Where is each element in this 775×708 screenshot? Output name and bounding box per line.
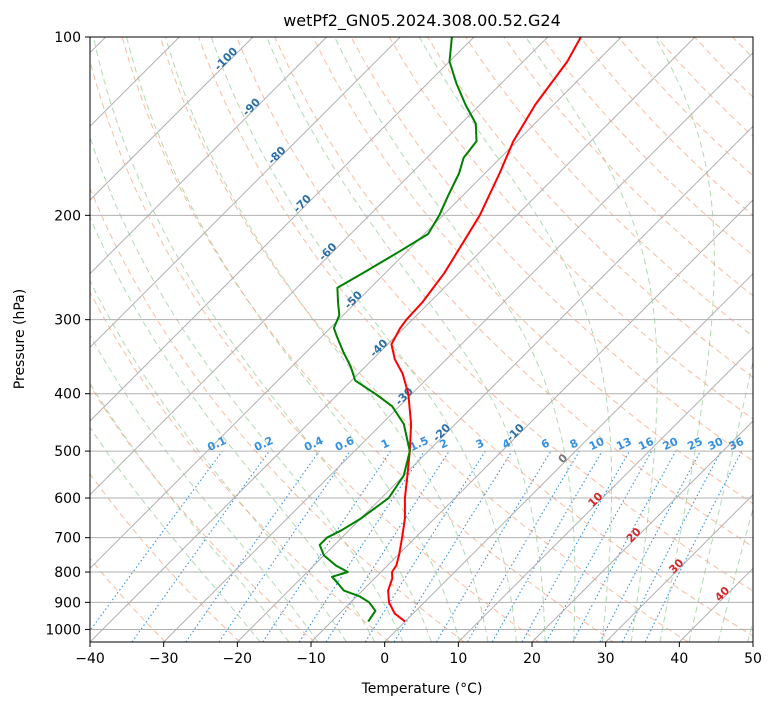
moist-adiabat-line bbox=[90, 135, 404, 642]
dry-adiabat-line bbox=[350, 37, 753, 462]
mixing-ratio-line bbox=[644, 450, 743, 642]
dry-adiabat-line bbox=[236, 37, 753, 592]
isotherm-line bbox=[90, 37, 622, 570]
y-tick-label: 800 bbox=[54, 565, 81, 581]
dry-adiabat-line bbox=[426, 37, 753, 378]
dry-adiabat-line bbox=[159, 37, 689, 642]
mixing-ratio-line bbox=[90, 450, 223, 632]
isotherm-line bbox=[605, 493, 753, 642]
dry-adiabat-line bbox=[90, 59, 540, 642]
chart-title: wetPf2_GN05.2024.308.00.52.G24 bbox=[283, 11, 561, 31]
x-tick-label: 50 bbox=[744, 651, 762, 667]
isotherm-line bbox=[90, 37, 254, 201]
isotherm-line bbox=[236, 125, 753, 642]
y-tick-label: 200 bbox=[54, 208, 81, 224]
dry-adiabat-line bbox=[121, 37, 614, 642]
mixing-ratio-line bbox=[298, 450, 425, 642]
dry-adiabat-line bbox=[90, 384, 316, 642]
profile-series bbox=[318, 37, 582, 623]
x-tick-label: 10 bbox=[449, 651, 467, 667]
moist-adiabat-line bbox=[418, 37, 613, 642]
mixing-ratio-line bbox=[131, 450, 270, 642]
y-tick-label: 300 bbox=[54, 313, 81, 329]
dewpoint-line bbox=[318, 37, 478, 623]
isotherm-line bbox=[531, 420, 753, 642]
x-axis-ticks: −40 −30 −20 −10 0 10 20 30 40 50 bbox=[75, 642, 762, 667]
x-tick-label: −20 bbox=[223, 651, 253, 667]
isotherm-line bbox=[90, 37, 475, 422]
dry-adiabat-line bbox=[503, 37, 753, 297]
isotherm-line bbox=[90, 37, 549, 496]
y-tick-label: 500 bbox=[54, 444, 81, 460]
moist-adiabat-line bbox=[90, 426, 261, 642]
mixing-ratio-line bbox=[218, 450, 351, 642]
moist-adiabat-line bbox=[90, 215, 376, 642]
dry-adiabat-line bbox=[388, 37, 753, 420]
moist-adiabat-line bbox=[126, 37, 461, 642]
isotherm-line bbox=[457, 346, 753, 642]
dry-adiabat-line bbox=[465, 37, 753, 338]
moist-adiabat-line bbox=[90, 382, 290, 642]
y-tick-label: 900 bbox=[54, 595, 81, 611]
mixing-ratio-line bbox=[185, 450, 320, 642]
x-tick-label: 20 bbox=[523, 651, 541, 667]
x-tick-label: −30 bbox=[149, 651, 179, 667]
dry-adiabat-line bbox=[90, 472, 241, 642]
moist-adiabat-line bbox=[525, 37, 658, 642]
mixing-ratio-line bbox=[572, 450, 677, 642]
isotherm-lines bbox=[90, 37, 753, 642]
mixing-ratio-label: 30 bbox=[706, 435, 726, 453]
isotherm-line bbox=[90, 37, 401, 349]
dry-adiabat-line bbox=[90, 291, 390, 642]
x-tick-label: −10 bbox=[296, 651, 326, 667]
moist-adiabat-line bbox=[717, 506, 753, 642]
y-tick-label: 600 bbox=[54, 491, 81, 507]
moist-adiabat-line bbox=[334, 37, 576, 642]
isotherm-line bbox=[384, 272, 753, 642]
isotherm-line bbox=[163, 51, 753, 642]
mixing-ratio-line bbox=[545, 450, 653, 642]
moist-adiabat-line bbox=[654, 37, 715, 642]
plot-frame bbox=[89, 36, 754, 643]
y-tick-label: 100 bbox=[54, 30, 81, 46]
y-axis-label: Pressure (hPa) bbox=[12, 289, 28, 389]
moist-adiabat-line bbox=[210, 37, 517, 642]
dry-adiabat-line bbox=[90, 186, 465, 642]
x-tick-label: 30 bbox=[597, 651, 615, 667]
isobar-lines bbox=[90, 37, 753, 630]
mixing-ratio-label: 10 bbox=[587, 435, 607, 453]
mixing-ratio-line bbox=[325, 450, 450, 642]
mixing-ratio-label: 25 bbox=[685, 435, 704, 453]
dry-adiabat-line bbox=[274, 37, 753, 548]
moist-adiabat-line bbox=[92, 37, 432, 642]
x-tick-label: −40 bbox=[75, 651, 105, 667]
mixing-ratio-line bbox=[262, 450, 392, 642]
y-tick-label: 700 bbox=[54, 531, 81, 547]
y-tick-label: 1000 bbox=[45, 622, 81, 638]
temperature-line bbox=[387, 37, 582, 623]
y-axis-ticks: 1000 900 800 700 600 500 400 300 200 100 bbox=[45, 30, 90, 638]
isotherm-line bbox=[310, 199, 753, 642]
x-tick-label: 40 bbox=[670, 651, 688, 667]
moist-adiabat-line bbox=[266, 37, 546, 642]
x-axis-label: Temperature (°C) bbox=[361, 681, 483, 697]
mixing-ratio-lines bbox=[90, 450, 743, 642]
mixing-ratio-label: 16 bbox=[636, 435, 656, 453]
moist-adiabat-line bbox=[90, 334, 319, 642]
dry-adiabat-line bbox=[312, 37, 753, 505]
moist-adiabat-lines bbox=[90, 37, 753, 642]
x-tick-label: 0 bbox=[380, 651, 389, 667]
isotherm-line bbox=[90, 37, 696, 642]
mixing-ratio-line bbox=[521, 450, 630, 642]
mixing-ratio-label: 13 bbox=[614, 435, 633, 453]
moist-adiabat-line bbox=[688, 358, 753, 642]
isotherm-line bbox=[90, 37, 328, 275]
moist-adiabat-line bbox=[164, 37, 489, 642]
mixing-ratio-label: 20 bbox=[661, 435, 681, 453]
mixing-ratio-label: 36 bbox=[727, 435, 747, 453]
y-tick-label: 400 bbox=[54, 387, 81, 403]
mixing-ratio-line bbox=[393, 450, 513, 642]
dry-adiabat-lines bbox=[90, 37, 753, 642]
